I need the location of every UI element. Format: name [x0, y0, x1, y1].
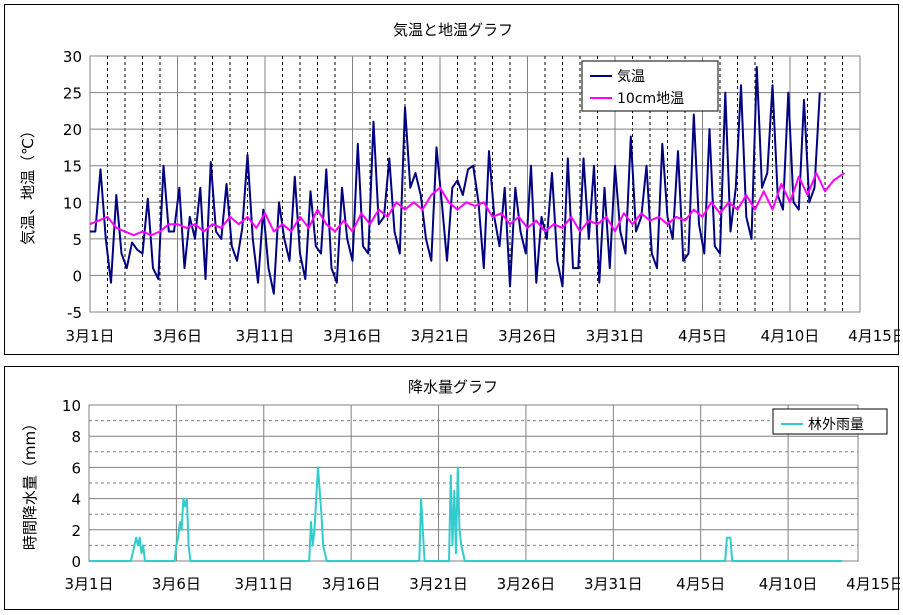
x-tick-label: 3月1日 [64, 575, 113, 593]
x-tick-label: 3月31日 [584, 575, 643, 593]
precipitation-chart-panel: 降水量グラフ 0 2 4 6 8 10 3月1日 3月6日 3月11日 3月16日 3月21日 3月26… [4, 366, 900, 610]
y-tick-label: 8 [71, 428, 81, 446]
precipitation-chart: 降水量グラフ 0 2 4 6 8 10 3月1日 3月6日 3月11日 3月16日 3月21日 3月26… [21, 378, 900, 593]
x-tick-label: 3月21日 [409, 575, 468, 593]
x-tick-label: 4月15日 [846, 575, 900, 593]
x-tick-label: 3月11日 [236, 327, 295, 345]
y-tick-label: 10 [63, 194, 82, 212]
y-tick-label: 10 [62, 397, 81, 415]
chart-title: 気温と地温グラフ [393, 21, 513, 39]
x-tick-label: 3月21日 [411, 327, 470, 345]
temperature-chart-panel: 気温と地温グラフ -5 0 5 10 15 20 25 30 3月1日 3月6日 3月11日 3月16日… [4, 4, 900, 355]
x-tick-label: 4月15日 [848, 327, 900, 345]
x-tick-label: 3月6日 [153, 327, 202, 345]
x-tick-label: 4月5日 [676, 575, 725, 593]
y-tick-label: 0 [71, 553, 81, 571]
y-tick-label: 5 [72, 231, 82, 249]
x-tick-label: 4月10日 [761, 327, 820, 345]
x-tick-label: 3月26日 [498, 327, 557, 345]
legend-box [772, 408, 888, 435]
series-line-1 [89, 466, 843, 562]
y-tick-label: 20 [63, 121, 82, 139]
x-tick-label: 4月5日 [678, 327, 727, 345]
y-tick-label: 2 [71, 522, 81, 540]
series-line-1 [90, 66, 821, 295]
y-tick-label: 25 [63, 85, 82, 103]
x-tick-label: 3月26日 [497, 575, 556, 593]
legend-label: 10cm地温 [617, 91, 684, 107]
x-tick-label: 3月16日 [323, 327, 382, 345]
y-tick-label: 4 [71, 491, 81, 509]
x-tick-label: 3月16日 [322, 575, 381, 593]
x-tick-label: 3月11日 [234, 575, 293, 593]
legend-label: 気温 [617, 69, 645, 85]
legend-box [581, 60, 719, 112]
legend-label: 林外雨量 [808, 417, 864, 433]
y-tick-label: 0 [72, 267, 82, 285]
x-tick-label: 3月31日 [586, 327, 645, 345]
series-line-2 [89, 172, 845, 237]
y-tick-label: 30 [63, 48, 82, 66]
y-axis-label: 時間降水量（mm） [21, 416, 39, 550]
y-axis-label: 気温、地温（℃） [19, 123, 37, 245]
x-tick-label: 3月6日 [152, 575, 201, 593]
y-tick-label: 6 [71, 459, 81, 477]
x-tick-label: 4月10日 [759, 575, 818, 593]
temperature-chart: 気温と地温グラフ -5 0 5 10 15 20 25 30 3月1日 3月6日 3月11日 3月16日… [19, 21, 900, 345]
y-tick-label: -5 [67, 304, 82, 322]
y-tick-label: 15 [63, 158, 82, 176]
chart-title: 降水量グラフ [408, 378, 498, 396]
x-tick-label: 3月1日 [65, 327, 114, 345]
